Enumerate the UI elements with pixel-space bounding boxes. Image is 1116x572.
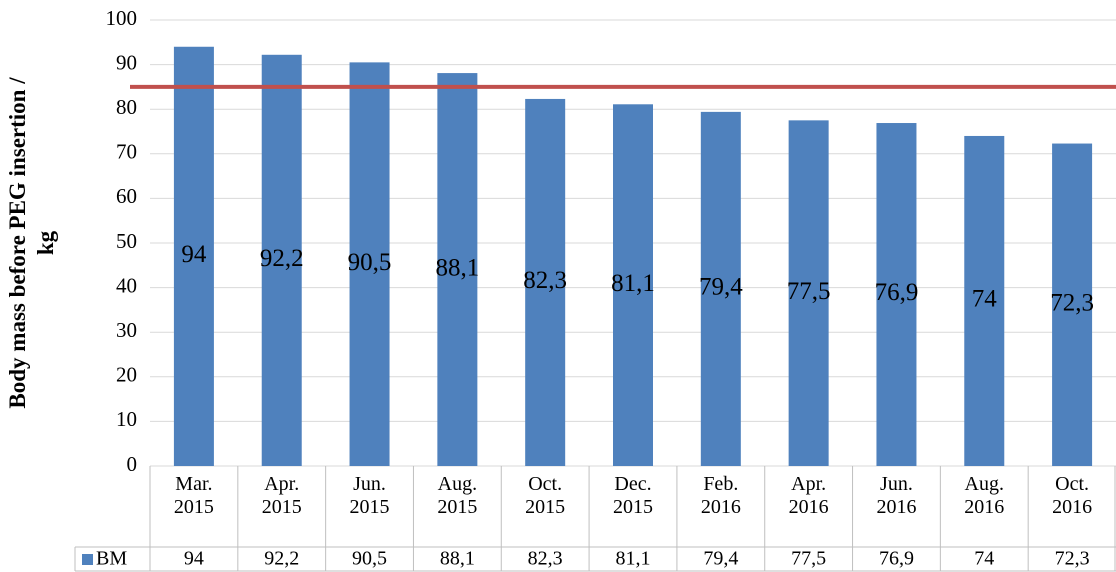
table-cell: 77,5 [791, 548, 826, 570]
table-cell: 94 [184, 548, 204, 570]
y-tick-label: 50 [116, 229, 137, 253]
bar [261, 54, 302, 467]
bar [349, 62, 390, 467]
x-tick-label: Aug. 2016 [964, 473, 1004, 518]
bar [525, 98, 566, 466]
table-cell: 90,5 [352, 548, 387, 570]
x-tick-label: Jun. 2015 [350, 473, 390, 518]
bar [876, 123, 917, 466]
table-cell: 72,3 [1055, 548, 1090, 570]
y-tick-label: 90 [116, 50, 137, 74]
y-tick-label: 40 [116, 273, 137, 297]
bar [788, 120, 829, 466]
bar [613, 104, 653, 466]
table-cell: 79,4 [703, 548, 738, 570]
y-tick-label: 30 [116, 318, 137, 342]
value-label: 81,1 [611, 270, 655, 297]
value-label: 92,2 [260, 245, 304, 272]
x-tick-label: Mar. 2015 [174, 473, 214, 518]
x-tick-label: Apr. 2015 [262, 473, 302, 518]
table-cell: 92,2 [264, 548, 299, 570]
y-tick-label: 70 [116, 140, 137, 164]
x-tick-label: Oct. 2016 [1052, 473, 1092, 518]
bar [173, 46, 214, 466]
legend-label: BM [96, 548, 127, 570]
y-tick-label: 10 [116, 407, 137, 431]
table-cell: 88,1 [440, 548, 475, 570]
y-axis-label: Body mass before PEG insertion / kg [5, 77, 58, 409]
x-tick-label: Aug. 2015 [437, 473, 477, 518]
value-label: 77,5 [787, 278, 831, 305]
y-tick-label: 60 [116, 184, 137, 208]
value-label: 82,3 [523, 267, 567, 294]
table-cell: 74 [974, 548, 994, 570]
table-cell: 76,9 [879, 548, 914, 570]
x-tick-label: Oct. 2015 [525, 473, 565, 518]
value-label: 79,4 [699, 274, 743, 301]
x-tick-label: Feb. 2016 [701, 473, 741, 518]
table-cell: 82,3 [528, 548, 563, 570]
value-label: 74 [972, 286, 998, 313]
bar [437, 73, 478, 466]
y-tick-label: 80 [116, 95, 137, 119]
x-tick-label: Jun. 2016 [876, 473, 916, 518]
bar [964, 135, 1005, 466]
value-label: 76,9 [875, 279, 919, 306]
bar [1052, 143, 1093, 467]
bar [700, 111, 741, 466]
x-tick-label: Dec. 2015 [613, 473, 653, 518]
y-tick-label: 0 [127, 452, 138, 476]
y-tick-label: 100 [106, 6, 138, 30]
legend-swatch [82, 554, 93, 565]
value-label: 94 [181, 241, 207, 268]
y-tick-label: 20 [116, 363, 137, 387]
value-label: 88,1 [435, 254, 479, 281]
value-label: 90,5 [348, 249, 392, 276]
table-cell: 81,1 [616, 548, 651, 570]
value-label: 72,3 [1050, 290, 1094, 317]
x-tick-label: Apr. 2016 [789, 473, 829, 518]
